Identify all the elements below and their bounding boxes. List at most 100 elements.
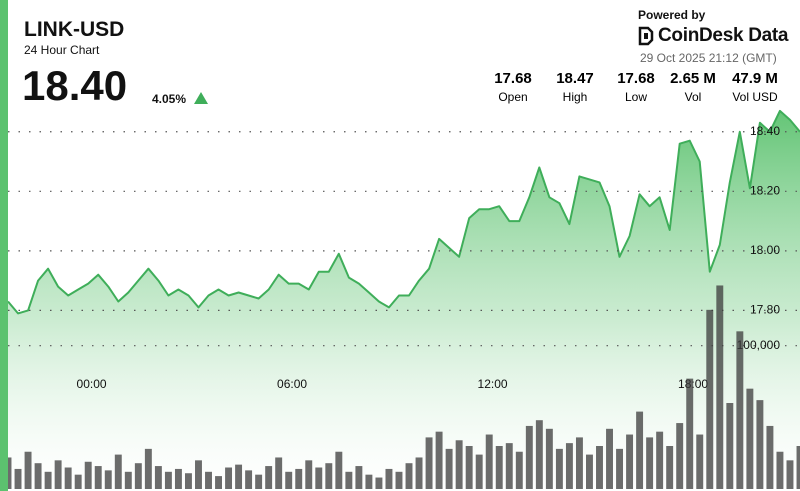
volume-bar <box>586 454 593 489</box>
volume-bar <box>174 468 182 489</box>
x-tick-label: 06:00 <box>277 377 307 391</box>
stat-label: Open <box>498 90 528 104</box>
volume-bar <box>44 471 52 489</box>
title: LINK-USD <box>24 18 125 41</box>
volume-bar <box>596 446 603 489</box>
volume-bar <box>335 451 343 489</box>
volume-bar <box>555 448 563 489</box>
volume-bar <box>235 464 243 489</box>
volume-bar <box>154 466 162 489</box>
volume-bar <box>736 331 744 489</box>
volume-bar <box>766 425 774 489</box>
volume-bar <box>525 425 533 489</box>
change: 4.05% <box>152 92 187 106</box>
volume-bar <box>415 457 423 489</box>
volume-bar <box>345 471 353 489</box>
volume-bar <box>164 471 172 489</box>
volume-bar <box>325 463 333 489</box>
x-tick-label: 12:00 <box>478 377 508 391</box>
stat-value: 17.68 <box>617 70 655 87</box>
volume-bar <box>676 423 684 489</box>
volume-bar <box>746 388 754 489</box>
volume-bar <box>365 474 373 489</box>
volume-bar <box>656 431 664 489</box>
volume-bar <box>215 476 222 489</box>
volume-bar <box>796 446 800 489</box>
volume-bar <box>425 437 433 489</box>
volume-bar <box>636 411 644 489</box>
stat-label: Vol USD <box>732 90 778 104</box>
volume-bar <box>375 477 383 489</box>
stat: 2.65 M Vol <box>658 70 728 104</box>
stat-label: Low <box>624 90 647 104</box>
powered-by: Powered by <box>638 8 706 22</box>
volume-bar <box>184 473 192 489</box>
volume-bar <box>34 463 42 489</box>
volume-bar <box>305 460 313 489</box>
volume-bar <box>686 378 694 489</box>
stat-value: 2.65 M <box>670 70 716 87</box>
volume-bar <box>726 403 734 489</box>
volume-bar <box>94 466 102 489</box>
volume-bar <box>465 446 473 489</box>
price: 18.40 <box>22 62 128 109</box>
volume-bar <box>666 446 674 489</box>
volume-bar <box>275 457 283 489</box>
y2-tick-label: 100,000 <box>737 338 781 352</box>
volume-bar <box>706 309 714 489</box>
volume-bar <box>545 428 553 489</box>
y-tick-label: 17.80 <box>750 303 780 317</box>
volume-bar <box>445 448 453 489</box>
volume-bar <box>64 467 72 489</box>
volume-bar <box>535 420 543 489</box>
price-area <box>8 110 800 491</box>
x-tick-label: 00:00 <box>77 377 107 391</box>
volume-bar <box>255 474 263 489</box>
volume-bar <box>786 460 794 489</box>
volume-bar <box>495 446 503 489</box>
timestamp: 29 Oct 2025 21:12 (GMT) <box>640 51 777 65</box>
volume-bar <box>144 448 152 489</box>
stat-label: High <box>562 90 588 104</box>
volume-bar <box>435 431 443 489</box>
up-triangle <box>194 92 208 104</box>
stat: 47.9 M Vol USD <box>720 70 790 104</box>
stat: 17.68 Open <box>478 70 548 104</box>
subtitle: 24 Hour Chart <box>24 43 100 57</box>
volume-bar <box>245 470 253 489</box>
volume-bar <box>195 460 202 489</box>
brand: CoinDesk Data <box>658 25 789 46</box>
volume-bar <box>285 471 293 489</box>
volume-bar <box>455 440 463 489</box>
stat: 17.68 Low <box>601 70 671 104</box>
y-tick-label: 18.40 <box>750 124 780 138</box>
volume-bar <box>505 443 513 489</box>
volume-bar <box>295 468 303 489</box>
volume-bar <box>355 466 363 489</box>
volume-bar <box>626 434 634 489</box>
volume-bar <box>395 471 403 489</box>
volume-bar <box>776 451 784 489</box>
volume-bar <box>315 467 323 489</box>
volume-bar <box>124 471 132 489</box>
volume-bar <box>54 460 62 489</box>
stat-value: 47.9 M <box>732 70 778 87</box>
volume-bar <box>606 428 613 489</box>
volume-bar <box>114 454 122 489</box>
volume-bar <box>225 467 233 489</box>
volume-bar <box>24 451 32 489</box>
volume-bar <box>205 471 212 489</box>
price-line <box>7 109 800 315</box>
volume-bar <box>385 468 393 489</box>
stat-label: Vol <box>684 90 702 104</box>
stat-value: 17.68 <box>494 70 532 87</box>
stat: 18.47 High <box>540 70 610 104</box>
volume-bar <box>716 285 724 489</box>
y-tick-label: 18.20 <box>750 183 780 197</box>
volume-bar <box>405 463 413 489</box>
volume-bar <box>616 448 624 489</box>
volume-bar <box>575 437 583 489</box>
y-tick-label: 18.00 <box>750 243 780 257</box>
